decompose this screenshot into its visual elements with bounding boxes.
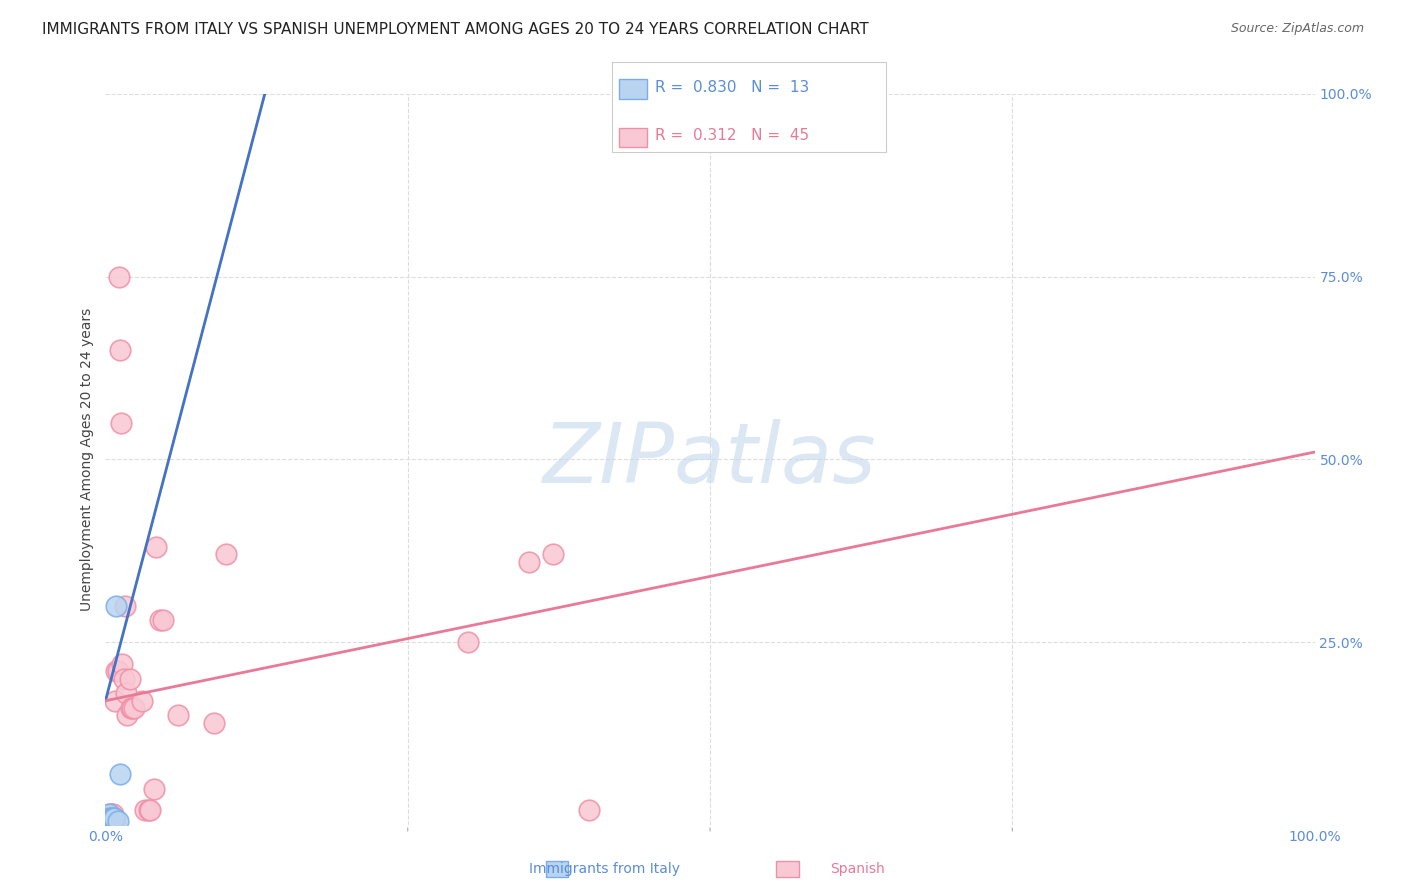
Point — [115, 708, 138, 723]
Point — [108, 767, 131, 781]
Point — [114, 599, 136, 613]
Point — [107, 665, 129, 679]
Point — [100, 811, 122, 825]
Point — [103, 811, 125, 825]
Point — [215, 548, 238, 562]
Point — [120, 701, 142, 715]
Point — [98, 814, 121, 829]
Point — [138, 804, 160, 818]
Point — [98, 811, 121, 825]
Point — [112, 672, 135, 686]
Point — [118, 672, 141, 686]
Point — [98, 807, 121, 822]
Text: R =  0.312   N =  45: R = 0.312 N = 45 — [655, 128, 810, 143]
Point — [98, 814, 121, 829]
Point — [145, 540, 167, 554]
Point — [98, 814, 121, 829]
Point — [111, 657, 134, 672]
Point — [115, 686, 138, 700]
Point — [104, 694, 127, 708]
Point — [578, 804, 600, 818]
Point — [131, 694, 153, 708]
Point — [541, 548, 564, 562]
Point — [149, 613, 172, 627]
Point — [152, 613, 174, 627]
Point — [101, 814, 124, 829]
Point — [98, 811, 121, 825]
Point — [107, 269, 129, 284]
Point — [101, 814, 124, 829]
Point — [202, 715, 225, 730]
Text: IMMIGRANTS FROM ITALY VS SPANISH UNEMPLOYMENT AMONG AGES 20 TO 24 YEARS CORRELAT: IMMIGRANTS FROM ITALY VS SPANISH UNEMPLO… — [42, 22, 869, 37]
Point — [517, 555, 540, 569]
Point — [108, 343, 131, 357]
Point — [124, 701, 146, 715]
Point — [100, 814, 122, 829]
Point — [101, 811, 124, 825]
Point — [110, 416, 132, 430]
Point — [100, 807, 122, 822]
Point — [104, 814, 127, 829]
Point — [98, 811, 121, 825]
Point — [121, 701, 143, 715]
Point — [103, 814, 125, 829]
Point — [97, 814, 120, 829]
Point — [101, 811, 124, 825]
Text: ZIPatlas: ZIPatlas — [543, 419, 877, 500]
Point — [100, 811, 122, 825]
Y-axis label: Unemployment Among Ages 20 to 24 years: Unemployment Among Ages 20 to 24 years — [80, 308, 94, 611]
Point — [139, 804, 162, 818]
Text: R =  0.830   N =  13: R = 0.830 N = 13 — [655, 80, 810, 95]
Point — [98, 807, 121, 822]
Point — [97, 814, 120, 829]
Text: Spanish: Spanish — [831, 862, 884, 876]
Point — [103, 811, 125, 825]
Point — [98, 811, 121, 825]
Point — [457, 635, 479, 649]
Point — [107, 814, 129, 829]
Point — [101, 807, 124, 822]
Point — [142, 781, 165, 796]
Point — [105, 599, 128, 613]
Point — [100, 814, 122, 829]
Text: Immigrants from Italy: Immigrants from Italy — [529, 862, 681, 876]
Point — [167, 708, 190, 723]
Point — [105, 665, 128, 679]
Point — [134, 804, 156, 818]
Text: Source: ZipAtlas.com: Source: ZipAtlas.com — [1230, 22, 1364, 36]
